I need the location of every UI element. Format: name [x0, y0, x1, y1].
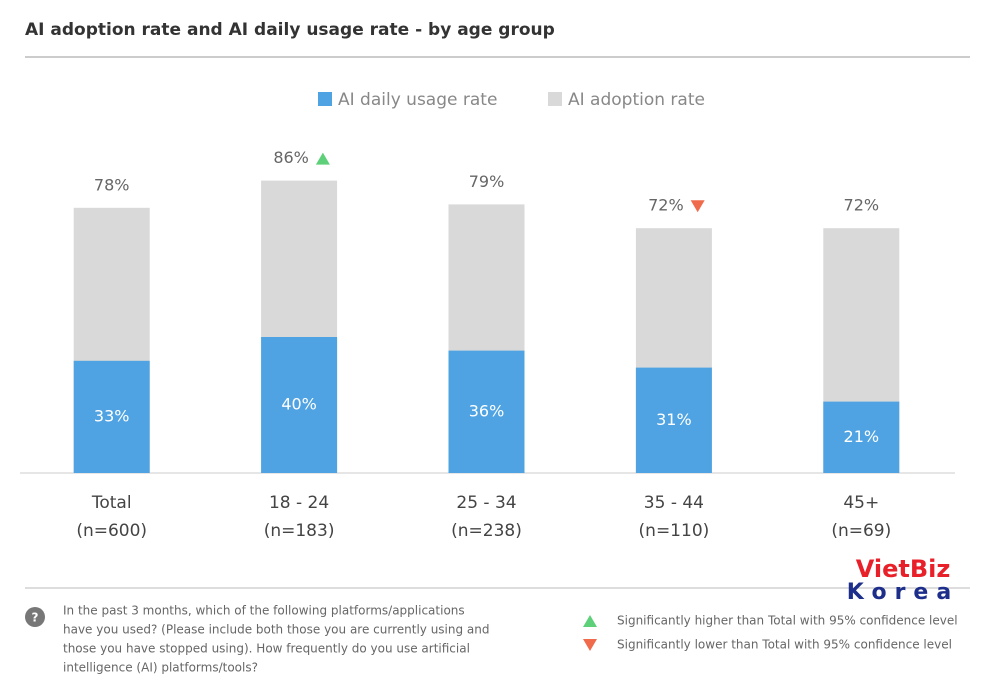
brand-name: VietBiz — [856, 555, 951, 583]
footnote-line: In the past 3 months, which of the follo… — [63, 604, 465, 618]
question-icon — [25, 607, 45, 627]
x-tick-label: 35 - 44 — [644, 493, 704, 513]
brand-country: Korea — [847, 580, 959, 605]
x-tick-label: 45+ — [843, 493, 879, 513]
usage-bar — [448, 350, 525, 473]
usage-bar — [635, 367, 712, 473]
footnote-line: those you have stopped using). How frequ… — [63, 642, 470, 656]
significance-marker — [690, 200, 705, 213]
legend-label: AI daily usage rate — [338, 90, 497, 110]
sample-size-label: (n=183) — [264, 521, 335, 541]
adoption-value-label: 86% — [273, 148, 309, 167]
usage-bar — [823, 401, 900, 473]
footnote-line: intelligence (AI) platforms/tools? — [63, 661, 258, 675]
sample-size-label: (n=600) — [76, 521, 147, 541]
significance-marker — [315, 152, 330, 165]
footnote-line: have you used? (Please include both thos… — [63, 623, 490, 637]
significance-legend-label: Significantly lower than Total with 95% … — [617, 638, 952, 652]
x-tick-label: Total — [91, 493, 132, 513]
x-tick-label: 25 - 34 — [456, 493, 516, 513]
usage-value-label: 40% — [281, 395, 317, 414]
sample-size-label: (n=110) — [639, 521, 710, 541]
usage-bar — [261, 337, 338, 473]
usage-value-label: 31% — [656, 410, 692, 429]
significance-legend-label: Significantly higher than Total with 95%… — [617, 614, 958, 628]
x-tick-label: 18 - 24 — [269, 493, 329, 513]
usage-bar — [73, 360, 150, 473]
legend-swatch — [318, 92, 332, 106]
adoption-value-label: 78% — [94, 175, 130, 194]
legend-label: AI adoption rate — [568, 90, 705, 110]
usage-value-label: 36% — [469, 401, 505, 420]
significance-legend-marker — [583, 639, 597, 651]
significance-legend-marker — [583, 615, 597, 627]
adoption-value-label: 72% — [648, 196, 684, 215]
adoption-value-label: 79% — [469, 172, 505, 191]
sample-size-label: (n=69) — [831, 521, 891, 541]
usage-value-label: 33% — [94, 406, 130, 425]
sample-size-label: (n=238) — [451, 521, 522, 541]
usage-value-label: 21% — [844, 427, 880, 446]
chart-title: AI adoption rate and AI daily usage rate… — [25, 20, 555, 40]
legend-swatch — [548, 92, 562, 106]
adoption-value-label: 72% — [844, 196, 880, 215]
question-mark: ? — [32, 611, 39, 625]
